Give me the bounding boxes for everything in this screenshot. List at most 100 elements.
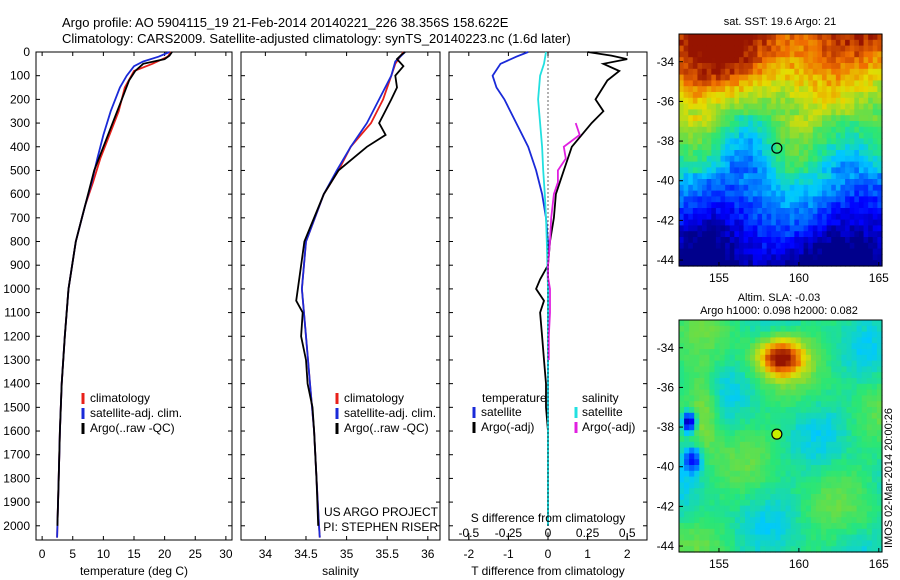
sst_map-ytick-label: -34 [657,55,675,69]
sst_map-cell [794,63,800,70]
sla_map-cell [876,378,883,385]
sla_map-cell [724,320,731,327]
sst_map-cell [683,45,689,52]
sst_map-cell [794,219,800,226]
sst_map-cell [845,57,851,64]
sst_map-cell [702,74,708,81]
sst_map-cell [863,196,869,203]
sla_map-cell [856,540,863,547]
sst_map-cell [720,74,726,81]
sst_map-cell [729,155,735,163]
sla_map-cell [724,395,731,402]
sla_map-cell [699,424,705,431]
sst_map-cell [780,39,786,47]
sst_map-cell [835,103,842,110]
sst_map-cell [854,57,860,64]
sla_map-cell [805,470,812,478]
sst_map-cell [845,190,851,197]
sla_map-cell [861,511,868,518]
sla_map-cell [851,349,858,356]
sst_map-cell [762,248,768,255]
sla_map-cell [816,383,822,391]
sla_map-cell [744,360,751,367]
sst_map-cell [720,161,726,168]
sst_map-cell [715,190,722,197]
sla_map-cell [831,354,837,362]
sst_map-cell [748,196,754,203]
sst_map-cell [729,196,735,203]
sla_map-cell [679,360,685,367]
sst_map-cell [808,39,814,47]
sla_map-cell [826,343,832,350]
sla_map-cell [780,320,787,327]
sla_map-cell [734,436,741,443]
sst_map-cell [711,225,717,232]
sla_map-cell [821,511,827,518]
sst_map-cell [757,248,763,255]
sst_map-cell [817,237,823,244]
sst_map-cell [725,242,731,250]
sla_map-cell [770,389,777,396]
sst_map-cell [835,237,842,244]
sst_map-cell [757,219,763,226]
sla_map-cell [689,418,695,425]
sst_map-cell [725,144,731,151]
sst_map-cell [803,39,809,47]
sla_map-cell [765,418,771,425]
sla_map-cell [765,325,771,333]
sst_map-cell [771,213,777,221]
sst_map-cell [775,196,782,203]
sla_map-cell [785,412,792,420]
depth-tick-label: 1100 [4,306,30,320]
sst_map-cell [817,63,823,70]
sst_map-cell [679,155,685,163]
sla_map-cell [724,424,731,431]
sst_map-cell [743,103,749,110]
sla_map-cell [805,430,812,437]
sst_map-cell [702,97,708,105]
sla_map-cell [750,436,756,443]
sla_map-cell [724,546,731,553]
sst_map-cell [762,121,768,128]
sst_map-cell [872,86,878,93]
sla_map-cell [810,505,817,512]
sst_map-cell [752,63,759,70]
sla_map-cell [699,407,705,414]
sst_map-cell [715,155,722,163]
sst_map-cell [877,86,883,93]
sst_map-cell [757,155,763,163]
sst_map-cell [780,237,786,244]
sla_map-cell [724,476,731,483]
sst_map-cell [822,254,828,261]
sst_map-cell [854,202,860,209]
sst_map-cell [683,103,689,110]
sla_map-cell [805,459,812,466]
sst_map-cell [785,202,791,209]
sla_map-cell [826,488,832,495]
sla_map-cell [765,378,771,385]
sla_map-cell [790,337,797,344]
sst_map-cell [752,219,759,226]
sst_map-cell [812,57,819,64]
sst_map-cell [766,121,772,128]
sla_map-cell [846,320,853,327]
sst_map-cell [798,138,805,145]
sla_map-cell [836,360,842,367]
sla_map-cell [851,407,858,414]
sst_map-cell [831,225,837,232]
sla_map-cell [704,343,711,350]
sst_map-cell [868,237,874,244]
sst_map-cell [734,51,740,58]
sst_map-cell [734,109,740,116]
temperature-xtick-label: 5 [69,547,76,561]
sst_map-cell [808,97,814,105]
sst_map-cell [729,80,735,87]
sla_map-cell [810,447,817,454]
sla_map-cell [750,511,756,518]
sla_map-cell [876,407,883,414]
sla_map-cell [755,331,761,338]
sla_map-cell [851,482,858,489]
sla_map-cell [800,389,807,396]
sla_map-cell [876,546,883,553]
sst_map-cell [766,184,772,192]
